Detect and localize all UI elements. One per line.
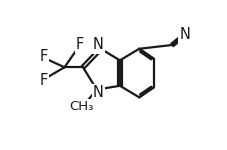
Text: N: N [93, 38, 103, 52]
Text: F: F [75, 37, 84, 52]
Text: F: F [39, 73, 48, 88]
Text: N: N [178, 27, 189, 42]
Text: CH₃: CH₃ [69, 100, 93, 113]
Text: N: N [93, 85, 103, 100]
Text: F: F [39, 49, 48, 64]
